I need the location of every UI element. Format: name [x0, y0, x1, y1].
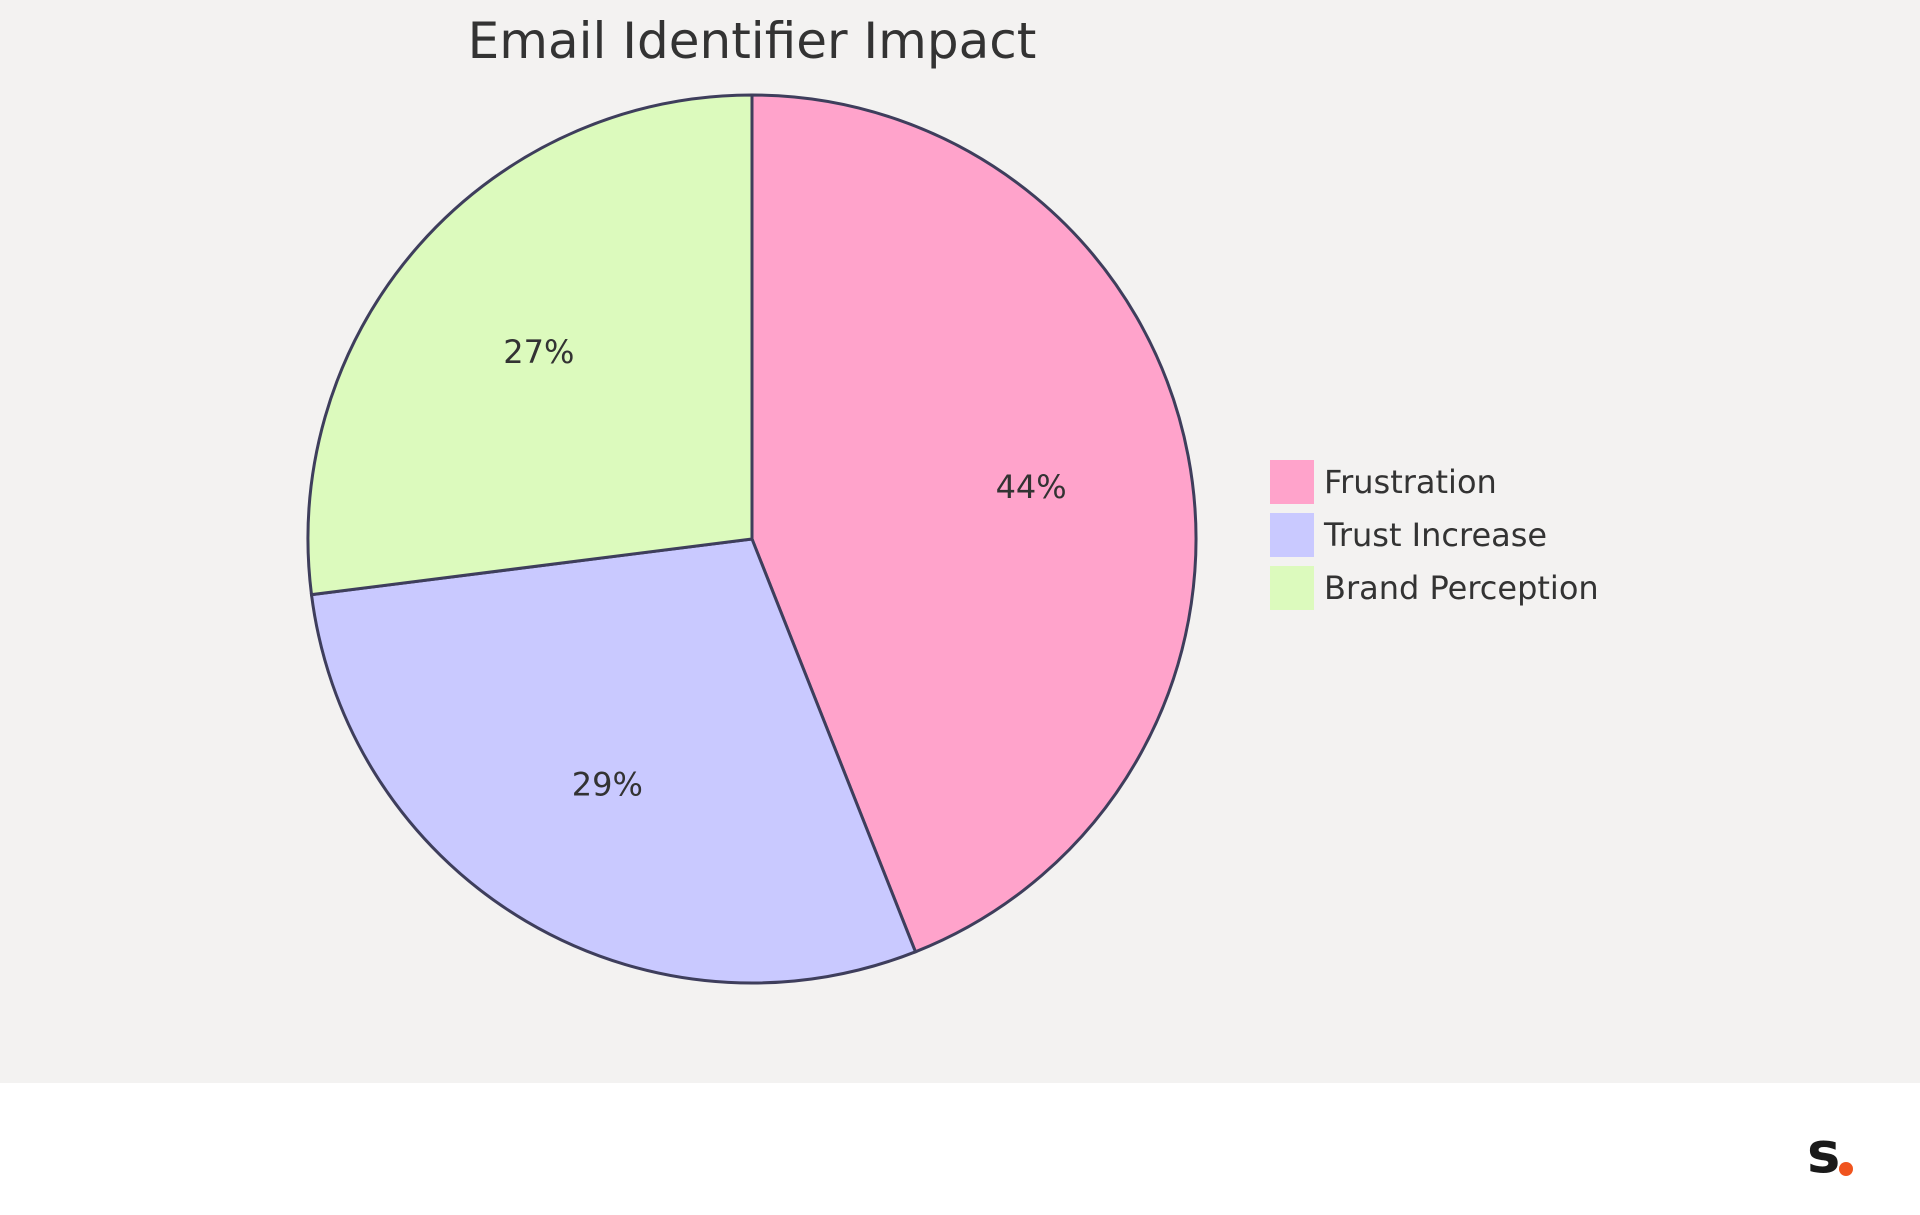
pie-slice-labels: 44% 29% 27% — [503, 333, 1066, 804]
pie-slice-frustration — [750, 93, 1198, 954]
slice-value-label: 29% — [572, 766, 643, 804]
pie-slice-trust-increase — [309, 537, 918, 985]
chart-title: Email Identifier Impact — [468, 12, 1037, 70]
legend: Frustration Trust Increase Brand Perceptio… — [1270, 460, 1599, 610]
slice-value-label: 27% — [503, 333, 574, 371]
logo-dot — [1839, 1162, 1853, 1176]
legend-swatch — [1270, 513, 1314, 557]
legend-swatch — [1270, 460, 1314, 504]
legend-label: Frustration — [1324, 463, 1497, 501]
slice-value-label: 44% — [996, 468, 1067, 506]
footer — [0, 1083, 1920, 1215]
legend-label: Brand Perception — [1324, 569, 1599, 607]
pie-slices — [306, 93, 1198, 985]
logo-letter: s — [1807, 1124, 1840, 1184]
pie-chart: Email Identifier Impact 44% 29% 27% Frustr… — [306, 12, 1599, 985]
legend-swatch — [1270, 566, 1314, 610]
pie-slice-brand-perception — [306, 93, 754, 597]
legend-label: Trust Increase — [1323, 516, 1547, 554]
chart-area: Email Identifier Impact 44% 29% 27% Frustr… — [0, 0, 1920, 1083]
brand-logo: s — [1807, 1124, 1853, 1184]
